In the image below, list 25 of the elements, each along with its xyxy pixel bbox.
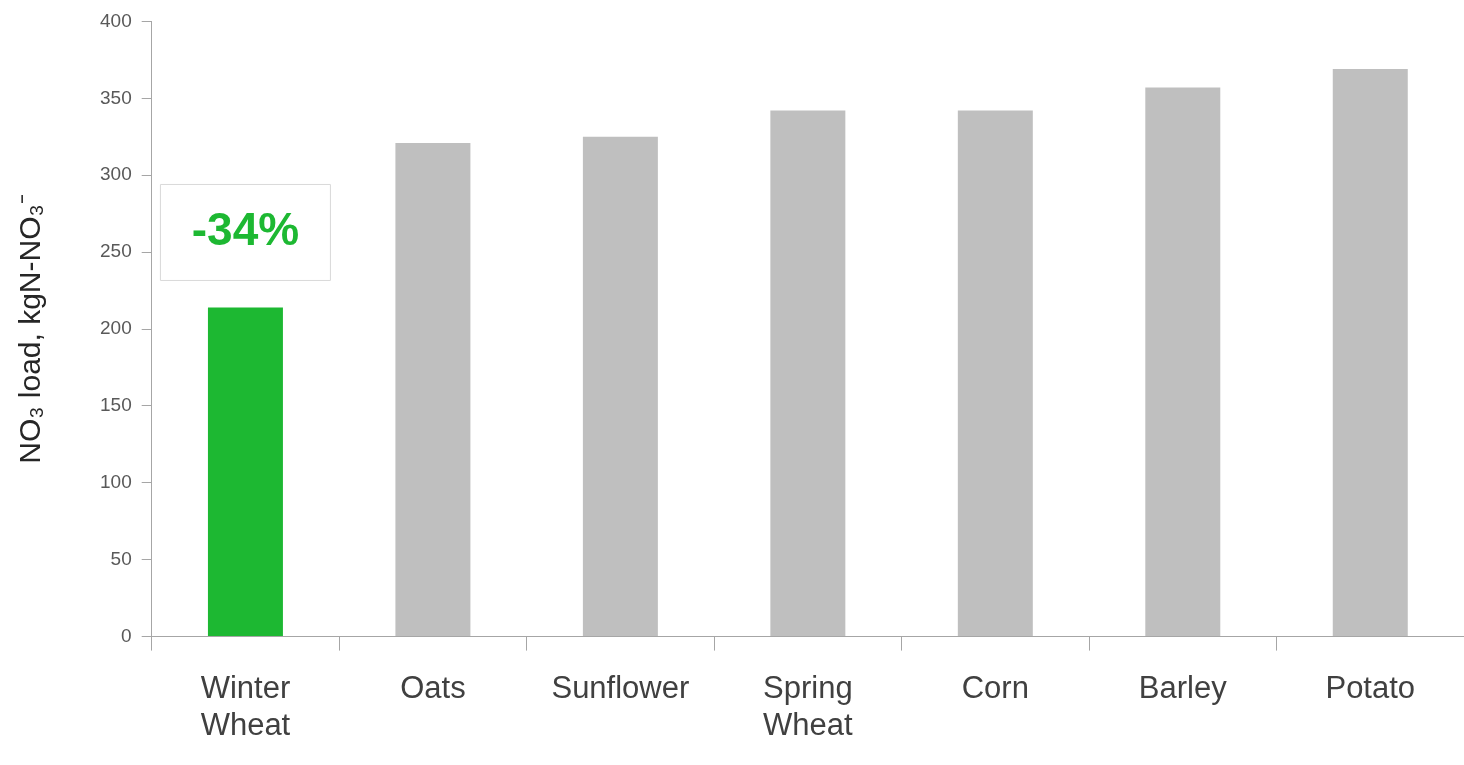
y-tick-label: 50: [110, 547, 132, 569]
bar: [1332, 69, 1408, 637]
y-tick-label: 200: [100, 317, 132, 339]
x-tick-label: Spring Wheat: [763, 669, 854, 742]
bar: [770, 110, 846, 637]
x-tick-label: Potato: [1325, 669, 1416, 705]
bar: [207, 307, 283, 637]
x-tick-label: Oats: [400, 669, 466, 705]
y-tick-label: 150: [100, 394, 132, 416]
y-tick-label: 300: [100, 163, 132, 185]
y-axis-title: NO₃ load, kgN-NO₃⁻: [13, 194, 47, 464]
bar: [395, 142, 471, 637]
x-tick-label: Barley: [1138, 669, 1228, 705]
bar: [1145, 87, 1221, 637]
y-tick-label: 0: [121, 624, 132, 646]
x-tick-label: Sunflower: [551, 669, 690, 705]
bar: [957, 110, 1033, 637]
y-tick-label: 100: [100, 471, 132, 493]
x-tick-label: Winter Wheat: [200, 669, 291, 742]
annotation: -34%: [191, 203, 300, 256]
y-tick-label: 250: [100, 240, 132, 262]
y-tick-label: 400: [100, 9, 132, 31]
x-tick-label: Corn: [961, 669, 1029, 705]
y-tick-label: 350: [100, 86, 132, 108]
bar: [582, 136, 658, 637]
